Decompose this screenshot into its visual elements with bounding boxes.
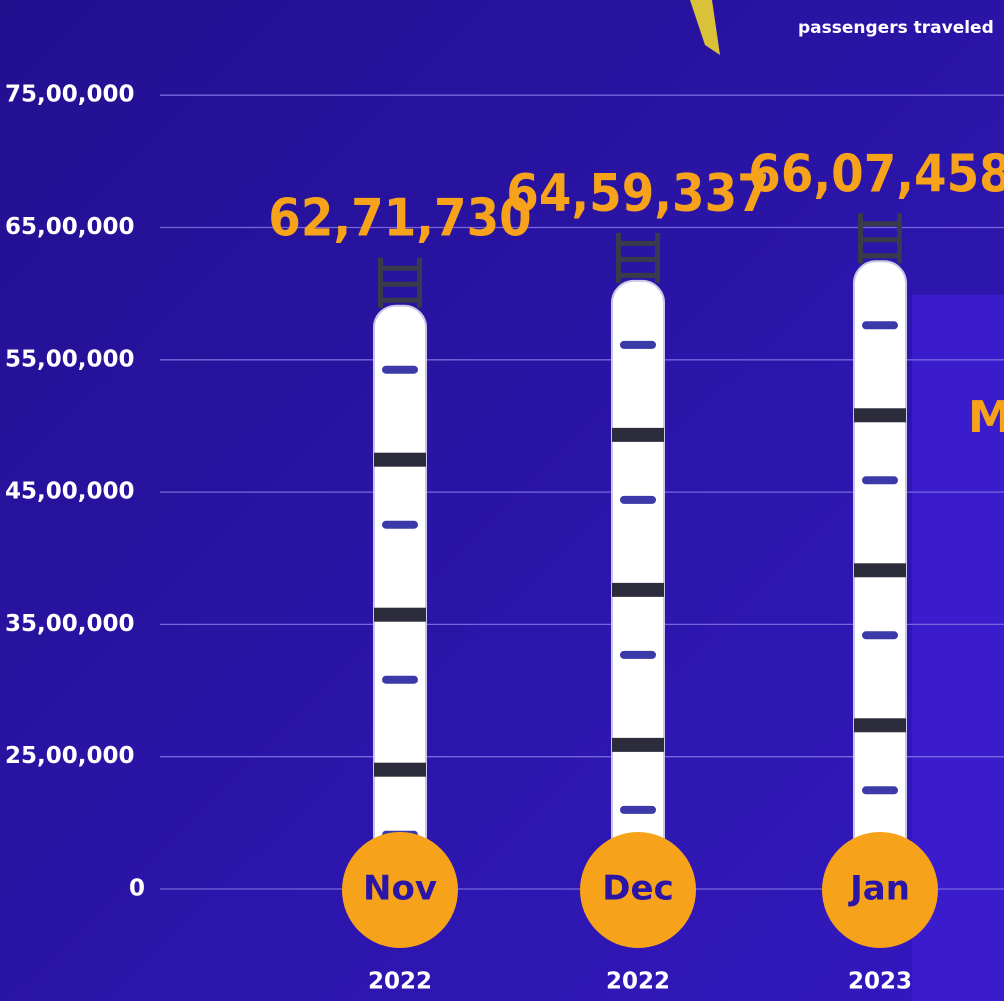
car-window [862, 476, 898, 484]
y-tick-label: 25,00,000 [5, 743, 135, 769]
car-window [382, 366, 418, 374]
ladder-rung [616, 257, 660, 262]
ladder-rung [858, 237, 902, 242]
y-tick-label: 65,00,000 [5, 214, 135, 240]
ladder-rung [378, 282, 422, 287]
car-window [382, 521, 418, 529]
car-joint [612, 428, 664, 442]
car-joint [374, 608, 426, 622]
value-label: 64,59,337 [506, 164, 769, 224]
car-joint [854, 563, 906, 577]
page: passengers traveled M 0 25,00,000 35,00,00… [0, 0, 1004, 1001]
ladder-rung [858, 221, 902, 226]
year-label: 2022 [368, 969, 432, 995]
y-tick-label: 55,00,000 [5, 346, 135, 372]
x-tick-label: Dec [602, 869, 673, 909]
car-window [620, 341, 656, 349]
y-tick-label: 75,00,000 [5, 82, 135, 108]
car-window [620, 806, 656, 814]
ladder-rung [378, 266, 422, 271]
car-joint [374, 453, 426, 467]
ladder-rung [616, 241, 660, 246]
car-window [382, 676, 418, 684]
ladder-rung [378, 298, 422, 303]
year-label: 2022 [606, 969, 670, 995]
x-tick-label: Jan [848, 869, 910, 909]
car-joint [612, 583, 664, 597]
value-label: 62,71,730 [268, 189, 531, 249]
chart: passengers traveled M 0 25,00,000 35,00,00… [0, 0, 1004, 1001]
x-tick-label: Nov [363, 869, 437, 909]
y-tick-label: 0 [129, 876, 145, 902]
car-joint [612, 738, 664, 752]
ladder-rung [858, 253, 902, 258]
car-window [862, 786, 898, 794]
annotation: M [968, 392, 1004, 443]
y-tick-label: 35,00,000 [5, 611, 135, 637]
car-joint [854, 408, 906, 422]
car-joint [374, 763, 426, 777]
y-tick-label: 45,00,000 [5, 479, 135, 505]
car-window [862, 631, 898, 639]
value-label: 66,07,458 [748, 144, 1004, 204]
car-window [620, 651, 656, 659]
car-joint [854, 718, 906, 732]
ladder-rung [616, 273, 660, 278]
annotation: passengers traveled [798, 18, 994, 38]
car-window [862, 321, 898, 329]
car-window [620, 496, 656, 504]
bar [374, 306, 426, 889]
year-label: 2023 [848, 969, 912, 995]
